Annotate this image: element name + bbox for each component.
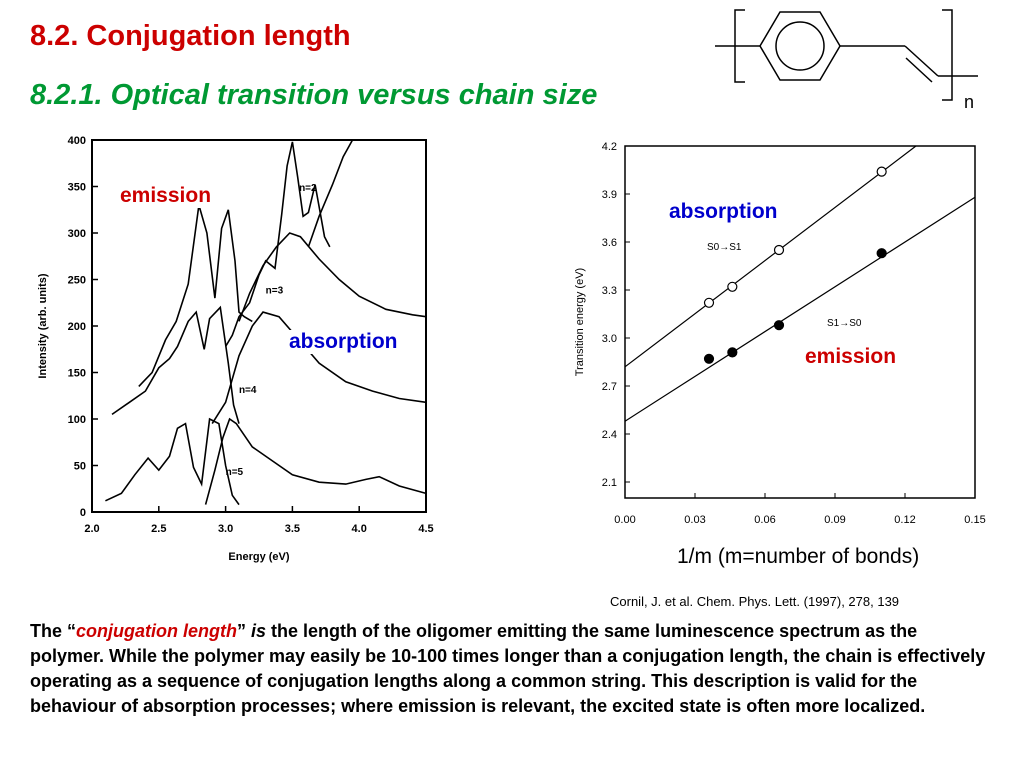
spectrum-absorption-curve	[307, 139, 354, 248]
right-y-axis-label: Transition energy (eV)	[574, 268, 586, 376]
absorption-data-point	[773, 244, 785, 256]
left-y-tick-label: 400	[68, 135, 86, 147]
slide-subtitle: 8.2.1. Optical transition versus chain s…	[30, 79, 598, 111]
spectrum-emission-curve	[111, 305, 240, 424]
right-y-tick-label: 3.6	[602, 237, 617, 249]
left-x-tick-label: 3.0	[218, 523, 233, 535]
right-y-tick-label: 2.1	[602, 477, 617, 489]
left-y-tick-label: 200	[68, 321, 86, 333]
body-text-is: is	[251, 621, 267, 641]
fit-line	[624, 145, 917, 368]
left-x-tick-label: 3.5	[285, 523, 300, 535]
vinyl-double-bond	[904, 45, 939, 77]
right-absorption-label: absorption	[667, 200, 780, 224]
right-bracket	[942, 9, 953, 101]
emission-data-point	[703, 353, 715, 364]
slide-title: 8.2. Conjugation length	[30, 20, 351, 52]
left-x-tick-label: 4.0	[352, 523, 367, 535]
series-label-s1-s0: S1→S0	[827, 318, 862, 329]
spectrum-emission-curve	[224, 141, 331, 347]
emission-data-point	[727, 347, 738, 358]
absorption-data-point	[727, 281, 738, 292]
repeat-subscript: n	[964, 92, 974, 112]
spectrum-absorption-curve	[238, 232, 427, 322]
left-y-axis-label: Intensity (arb. units)	[37, 273, 49, 378]
right-y-tick-label: 3.0	[602, 333, 617, 345]
emission-absorption-spectra-chart: n=2 n=3 n=4 n=5 2.0 2.5 3.0 3.5 4.0 4.5 0 50 100 150…	[37, 135, 434, 588]
right-x-tick-label: 0.09	[824, 514, 845, 526]
vinyl-double-bond-inner	[905, 57, 933, 83]
left-y-tick-label: 250	[68, 275, 86, 287]
right-x-axis-caption: 1/m (m=number of bonds)	[677, 545, 920, 568]
left-scan-dot: .	[128, 586, 131, 588]
left-y-tick-label: 150	[68, 368, 86, 380]
spectrum-emission-curve	[105, 417, 240, 506]
body-term-highlight: conjugation length	[76, 621, 237, 641]
fit-line	[624, 196, 976, 422]
spectrum-absorption-curve	[211, 311, 427, 425]
right-plot-frame	[624, 145, 976, 499]
spectrum-n-label: n=4	[239, 385, 257, 396]
transition-energy-chart: 0.00 0.03 0.06 0.09 0.12 0.15 2.1 2.4 2.7 3.0 3.3 3…	[574, 141, 986, 526]
spectrum-emission-curve	[138, 204, 253, 387]
right-x-tick-label: 0.00	[614, 514, 635, 526]
left-y-tick-label: 300	[68, 228, 86, 240]
absorption-data-point	[703, 297, 715, 308]
spectrum-n-label: n=2	[299, 183, 317, 194]
left-y-tick-label: 100	[68, 414, 86, 426]
emission-data-point	[773, 320, 785, 331]
emission-data-point	[876, 248, 887, 259]
right-x-tick-label: 0.15	[964, 514, 985, 526]
right-y-tick-label: 2.4	[602, 429, 617, 441]
right-y-tick-label: 4.2	[602, 141, 617, 153]
right-y-tick-label: 3.9	[602, 189, 617, 201]
right-y-tick-label: 3.3	[602, 285, 617, 297]
spectrum-absorption-curve	[204, 417, 427, 505]
body-text-quote-close: ”	[237, 621, 252, 641]
right-x-tick-label: 0.03	[684, 514, 705, 526]
left-x-tick-label: 2.0	[84, 523, 99, 535]
spectrum-n-label: n=3	[266, 285, 284, 296]
citation: Cornil, J. et al. Chem. Phys. Lett. (199…	[610, 594, 900, 609]
absorption-data-point	[876, 166, 887, 177]
left-x-tick-label: 4.5	[418, 523, 433, 535]
left-absorption-label: absorption	[287, 330, 400, 354]
left-x-tick-label: 2.5	[151, 523, 166, 535]
body-text-start: The “	[30, 621, 77, 641]
polymer-structure-diagram: n	[715, 9, 978, 112]
right-x-tick-label: 0.06	[754, 514, 775, 526]
series-label-s0-s1: S0→S1	[707, 242, 742, 253]
right-y-tick-label: 2.7	[602, 381, 617, 393]
benzene-inner-circle	[775, 21, 825, 71]
right-x-tick-label: 0.12	[894, 514, 915, 526]
left-y-tick-label: 350	[68, 182, 86, 194]
left-y-tick-label: 50	[74, 461, 86, 473]
spectrum-n-label: n=5	[226, 467, 244, 478]
body-text-rest: the length of the oligomer emitting the …	[30, 621, 986, 716]
left-y-tick-label: 0	[80, 507, 86, 519]
left-emission-label: emission	[118, 184, 214, 208]
right-emission-label: emission	[803, 345, 899, 369]
body-paragraph: The “conjugation length” is the length o…	[30, 619, 990, 719]
left-x-axis-label: Energy (eV)	[228, 551, 289, 563]
